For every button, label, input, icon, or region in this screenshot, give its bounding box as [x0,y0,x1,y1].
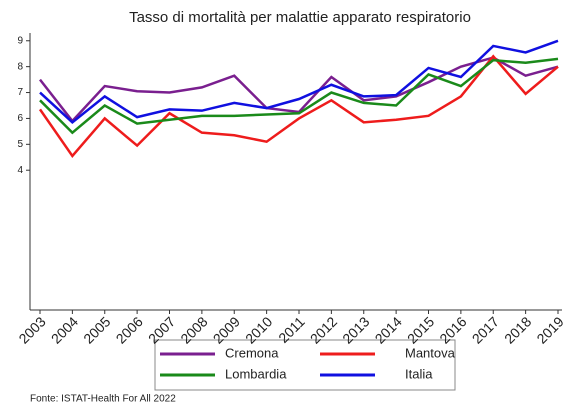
series-line [39,39,559,124]
x-tick-label: 2017 [469,313,502,346]
y-tick-label: 8 [17,61,23,72]
legend-label: Lombardia [225,366,287,381]
x-tick-label: 2013 [339,313,372,346]
y-tick-label: 5 [17,139,23,150]
y-tick-label: 6 [17,113,23,124]
x-tick-label: 2011 [275,313,308,346]
x-tick-label: 2019 [533,313,563,346]
series-line [39,57,559,135]
y-tick-label: 4 [17,165,23,176]
x-tick-label: 2015 [404,313,437,346]
legend-label: Cremona [225,345,279,360]
source: Fonte: ISTAT-Health For All 2022 [30,394,176,405]
x-tick-label: 2009 [210,313,243,346]
legend-label: Mantova [405,345,456,360]
x-tick-label: 2016 [436,313,469,346]
chart-title: Tasso di mortalità per malattie apparato… [129,9,471,26]
x-tick-label: 2007 [145,313,178,346]
x-tick-label: 2018 [501,313,534,346]
y-tick-label: 9 [17,35,23,46]
series-line [38,54,559,159]
y-tick-label: 7 [17,87,23,98]
x-tick-label: 2014 [372,313,405,346]
legend-box [154,339,456,391]
x-tick-label: 2010 [242,313,275,346]
x-tick-label: 2008 [177,313,210,346]
legend-label: Italia [405,366,433,381]
x-tick-label: 2005 [80,313,113,346]
x-tick-label: 2006 [113,313,146,346]
x-tick-label: 2004 [48,313,81,346]
x-tick-label: 2012 [307,313,340,346]
x-tick-label: 2003 [15,313,48,346]
